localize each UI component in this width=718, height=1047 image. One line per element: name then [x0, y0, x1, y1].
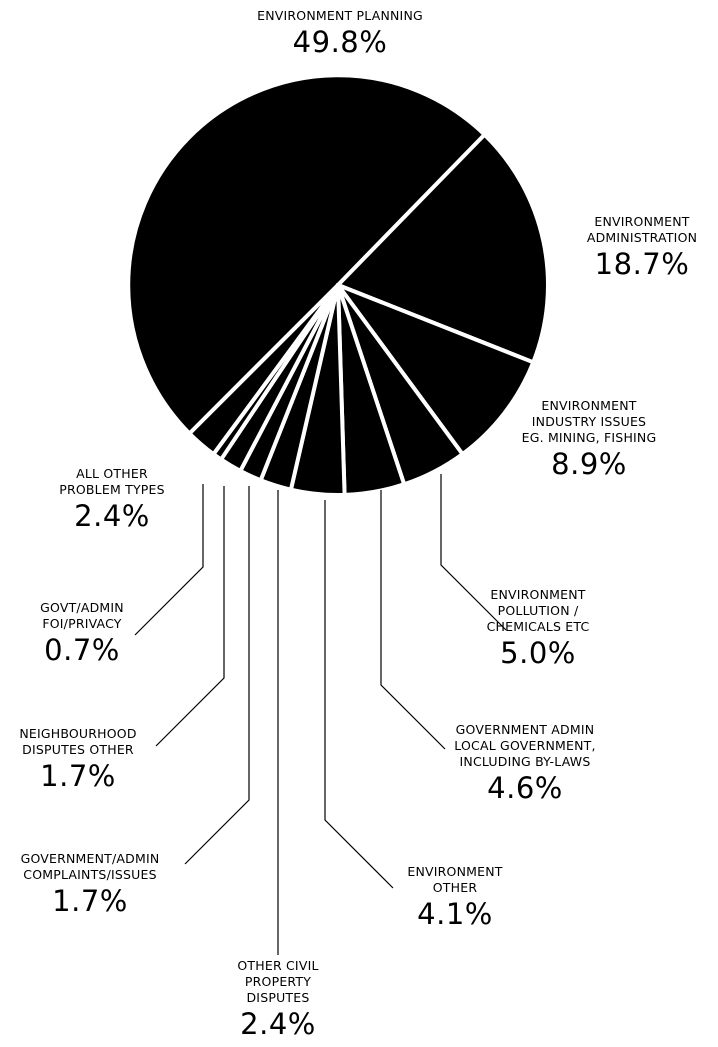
label-neighbourhood-disputes: NEIGHBOURHOOD DISPUTES OTHER 1.7% [6, 726, 150, 792]
slice-name-line: ENVIRONMENT [490, 587, 586, 602]
slice-name-line: ADMINISTRATION [586, 230, 698, 245]
slice-value: 1.7% [40, 759, 116, 793]
leader-line-government-admin-local [380, 490, 446, 750]
slice-name-line: CHEMICALS ETC [486, 619, 590, 634]
slice-name-line: COMPLAINTS/ISSUES [23, 867, 157, 882]
leader-line-environment-other [324, 500, 394, 889]
leader-line-neighbourhood-disputes [155, 486, 225, 747]
label-environment-planning: ENVIRONMENT PLANNING 49.8% [199, 8, 481, 58]
slice-name-line: ALL OTHER [76, 466, 148, 481]
slice-value: 2.4% [240, 1007, 316, 1041]
slice-name-line: GOVERNMENT ADMIN [455, 722, 595, 737]
slice-name-line: ENVIRONMENT [407, 864, 503, 879]
slice-name-line: ENVIRONMENT [594, 214, 690, 229]
slice-value: 1.7% [52, 884, 128, 918]
label-environment-pollution: ENVIRONMENT POLLUTION / CHEMICALS ETC 5.… [476, 587, 600, 669]
slice-name-line: LOCAL GOVERNMENT, [454, 738, 596, 753]
slice-name-line: OTHER [432, 880, 478, 895]
pie-slice-all-other-problem-types [187, 283, 340, 457]
label-environment-administration: ENVIRONMENT ADMINISTRATION 18.7% [572, 214, 712, 280]
slice-name-line: INDUSTRY ISSUES [531, 414, 647, 429]
slice-name-line: PROPERTY [244, 974, 312, 989]
slice-name-line: INCLUDING BY-LAWS [459, 754, 591, 769]
pie-slice-environment-industry-issues [336, 283, 536, 457]
slice-name-line: POLLUTION / [497, 603, 579, 618]
label-environment-industry-issues: ENVIRONMENT INDUSTRY ISSUES EG. MINING, … [514, 398, 664, 480]
slice-name-line: ENVIRONMENT PLANNING [257, 8, 423, 23]
slice-name-line: GOVERNMENT/ADMIN [20, 851, 160, 866]
label-government-admin-local: GOVERNMENT ADMIN LOCAL GOVERNMENT, INCLU… [445, 722, 605, 804]
slice-name-line: EG. MINING, FISHING [521, 430, 657, 445]
leader-line-environment-pollution [440, 474, 507, 631]
slice-name-line: DISPUTES OTHER [22, 742, 134, 757]
label-environment-other: ENVIRONMENT OTHER 4.1% [395, 864, 515, 930]
slice-value: 4.1% [417, 897, 493, 931]
slice-value: 8.9% [551, 447, 627, 481]
slice-name-line: NEIGHBOURHOOD [19, 726, 137, 741]
pie-slice-environment-planning [126, 73, 487, 436]
leader-line-govt-admin-foi-privacy [134, 484, 204, 636]
slice-value: 4.6% [487, 771, 563, 805]
slice-value: 2.4% [74, 499, 150, 533]
slice-name-line: OTHER CIVIL [237, 958, 319, 973]
slice-value: 5.0% [500, 636, 576, 670]
slice-name-line: PROBLEM TYPES [59, 482, 165, 497]
slice-name-line: FOI/PRIVACY [42, 616, 122, 631]
slice-value: 0.7% [44, 633, 120, 667]
label-other-civil-property: OTHER CIVIL PROPERTY DISPUTES 2.4% [218, 958, 338, 1040]
slice-value: 18.7% [594, 247, 690, 281]
label-government-admin-complaints: GOVERNMENT/ADMIN COMPLAINTS/ISSUES 1.7% [8, 851, 172, 917]
leader-line-government-admin-complaints [184, 486, 250, 865]
slice-name-line: DISPUTES [246, 990, 310, 1005]
label-govt-admin-foi-privacy: GOVT/ADMIN FOI/PRIVACY 0.7% [22, 600, 142, 666]
slice-value: 49.8% [292, 25, 388, 59]
label-all-other-problem-types: ALL OTHER PROBLEM TYPES 2.4% [50, 466, 174, 532]
slice-name-line: GOVT/ADMIN [40, 600, 124, 615]
slice-name-line: ENVIRONMENT [541, 398, 637, 413]
